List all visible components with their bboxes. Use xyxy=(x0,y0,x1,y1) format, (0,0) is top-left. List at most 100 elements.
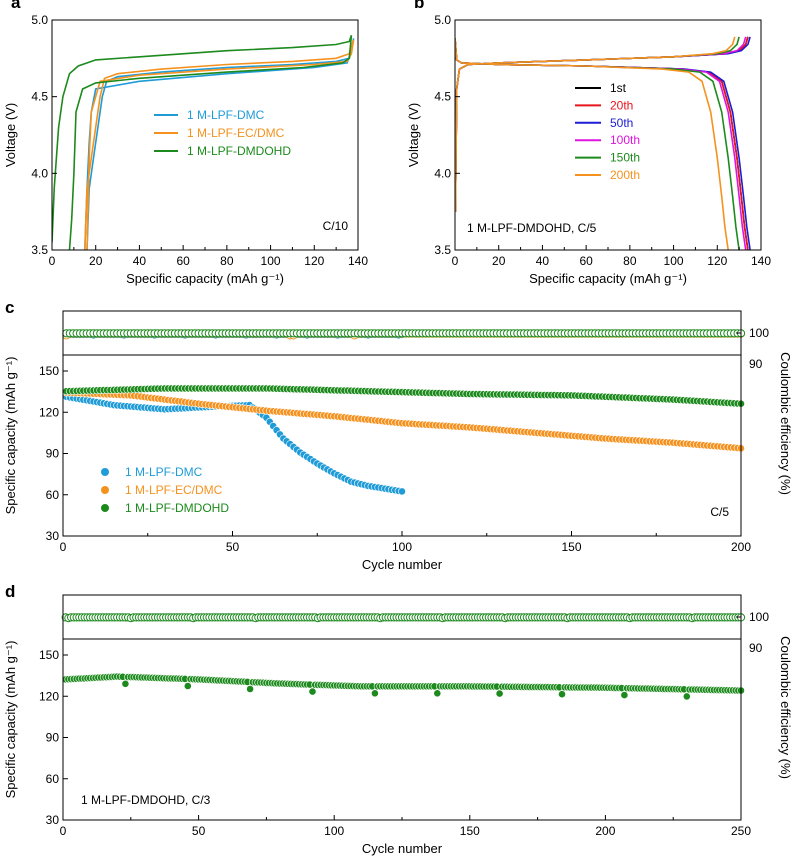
panel-a-y-tick-label: 4.0 xyxy=(31,166,48,180)
panel-a-x-tick-label: 120 xyxy=(304,254,324,268)
panel-d-y2-tick-label: 100 xyxy=(749,610,769,624)
panel-d-y-tick-label: 60 xyxy=(46,772,60,786)
panel-a-annotation: C/10 xyxy=(323,219,349,233)
panel-b-legend-label: 100th xyxy=(610,133,640,147)
panel-a-series-group xyxy=(52,35,355,250)
panel-b-y-axis-label: Voltage (V) xyxy=(406,103,421,167)
panel-d-series-group xyxy=(61,613,746,701)
panel-b-y-tick-label: 3.5 xyxy=(434,243,451,257)
panel-b-x-tick-label: 100 xyxy=(664,254,684,268)
panel-d-capacity-point xyxy=(246,685,254,693)
panel-b-annotation: 1 M-LPF-DMDOHD, C/5 xyxy=(467,221,597,235)
panel-c-y-tick-label: 150 xyxy=(39,364,59,378)
panel-a-legend-label: 1 M-LPF-DMC xyxy=(187,108,265,122)
panel-b-x-tick-label: 80 xyxy=(623,254,637,268)
panel-c-legend-label: 1 M-LPF-DMC xyxy=(125,465,203,479)
panel-a-series-line xyxy=(52,35,353,250)
panel-b-label: b xyxy=(414,0,424,12)
panel-d-y2-tick-label: 90 xyxy=(749,641,763,655)
panel-b: b 0 20 40 60 80 100 120 140 3.5 4.0 4.5 5.0 Specific … xyxy=(406,0,771,286)
panel-d-capacity-point xyxy=(183,682,192,690)
panel-b-x-tick-label: 20 xyxy=(492,254,506,268)
panel-c-label: c xyxy=(5,298,14,317)
panel-c-series-group xyxy=(62,329,746,496)
panel-a-label: a xyxy=(11,0,21,12)
panel-a-legend-label: 1 M-LPF-DMDOHD xyxy=(187,144,291,158)
panel-c-y-tick-label: 90 xyxy=(46,447,60,461)
panel-c-y-axis-label: Specific capacity (mAh g⁻¹) xyxy=(3,357,18,515)
panel-b-series-group xyxy=(455,36,751,250)
panel-d-capacity-point xyxy=(433,689,442,698)
panel-d-x-tick-label: 150 xyxy=(460,824,480,838)
panel-d-y2-axis-label: Coulombic efficiency (%) xyxy=(778,636,793,779)
panel-a: a 0 20 40 60 80 100 120 140 3.5 4.0 4.5 5.0 Specific … xyxy=(3,0,368,286)
panel-b-y-tick-label: 4.0 xyxy=(434,166,451,180)
panel-d-capacity-point xyxy=(121,679,130,688)
panel-c-legend-label: 1 M-LPF-DMDOHD xyxy=(125,501,229,515)
panel-c-y-tick-label: 30 xyxy=(46,529,60,543)
panel-d-label: d xyxy=(5,582,15,601)
panel-d-capacity-point xyxy=(682,692,691,701)
panel-d: d 0 50 100 150 200 250 30 60 90 120 150 90 100 Cycle n… xyxy=(3,582,793,856)
panel-d-capacity-point xyxy=(370,689,379,698)
panel-c: c 0 50 100 150 200 30 60 90 120 150 90 100 Cycle numb… xyxy=(3,298,793,572)
panel-c-x-tick-label: 0 xyxy=(60,540,67,554)
panel-d-y-tick-label: 30 xyxy=(46,813,60,827)
panel-c-x-tick-label: 150 xyxy=(561,540,581,554)
panel-c-legend-swatch xyxy=(101,504,109,512)
panel-b-series-line xyxy=(455,38,729,250)
panel-d-x-tick-label: 0 xyxy=(60,824,67,838)
panel-d-plot-frame xyxy=(62,594,742,821)
panel-d-capacity-point xyxy=(495,689,504,698)
panel-b-series-line xyxy=(455,38,747,250)
panel-b-series-line xyxy=(455,38,749,250)
panel-b-series-line xyxy=(455,36,736,212)
panel-c-y-tick-label: 60 xyxy=(46,488,60,502)
panel-b-series-line xyxy=(455,38,751,250)
panel-d-y-axis-label: Specific capacity (mAh g⁻¹) xyxy=(3,641,18,799)
panel-a-x-tick-label: 0 xyxy=(49,254,56,268)
panel-b-y-tick-label: 5.0 xyxy=(434,13,451,27)
panel-d-y-tick-label: 120 xyxy=(39,689,59,703)
panel-c-legend-label: 1 M-LPF-EC/DMC xyxy=(125,483,223,497)
panel-d-x-tick-label: 100 xyxy=(324,824,344,838)
panel-a-x-tick-label: 80 xyxy=(220,254,234,268)
panel-d-annotation: 1 M-LPF-DMDOHD, C/3 xyxy=(81,793,211,807)
panel-d-x-tick-label: 200 xyxy=(595,824,615,838)
panel-b-legend-label: 50th xyxy=(610,116,633,130)
panel-a-y-tick-label: 4.5 xyxy=(31,90,48,104)
panel-b-x-tick-label: 60 xyxy=(579,254,593,268)
panel-d-capacity-point xyxy=(308,687,317,696)
panel-c-x-tick-label: 200 xyxy=(731,540,751,554)
panel-a-x-tick-label: 60 xyxy=(176,254,190,268)
panel-d-capacity-point xyxy=(620,691,629,699)
panel-a-y-tick-label: 5.0 xyxy=(31,13,48,27)
panel-b-x-axis-label: Specific capacity (mAh g⁻¹) xyxy=(529,271,687,286)
panel-a-y-axis-label: Voltage (V) xyxy=(3,103,18,167)
panel-b-legend-label: 1st xyxy=(610,81,627,95)
panel-c-y2-axis-label: Coulombic efficiency (%) xyxy=(778,352,793,495)
panel-b-x-tick-label: 0 xyxy=(452,254,459,268)
panel-b-x-tick-label: 120 xyxy=(707,254,727,268)
panel-a-x-tick-label: 40 xyxy=(133,254,147,268)
panel-c-annotation: C/5 xyxy=(710,505,729,519)
panel-b-series-line xyxy=(455,38,749,250)
panel-b-legend-label: 20th xyxy=(610,98,633,112)
panel-d-y-tick-label: 150 xyxy=(39,648,59,662)
panel-a-x-tick-label: 100 xyxy=(261,254,281,268)
panel-c-legend-swatch xyxy=(101,468,109,476)
panel-c-x-tick-label: 100 xyxy=(392,540,412,554)
panel-c-y2-tick-label: 90 xyxy=(749,357,763,371)
panel-a-series-line xyxy=(84,39,355,250)
panel-d-capacity-point xyxy=(558,690,566,699)
panel-a-x-tick-label: 20 xyxy=(89,254,103,268)
panel-d-x-tick-label: 250 xyxy=(731,824,751,838)
panel-b-x-tick-label: 40 xyxy=(536,254,550,268)
panel-c-legend-swatch xyxy=(101,486,109,494)
panel-b-x-tick-label: 140 xyxy=(751,254,771,268)
panel-c-y-tick-label: 120 xyxy=(39,405,59,419)
panel-d-y-tick-label: 90 xyxy=(46,731,60,745)
panel-c-x-axis-label: Cycle number xyxy=(362,557,443,572)
panel-c-capacity-point xyxy=(398,487,406,496)
